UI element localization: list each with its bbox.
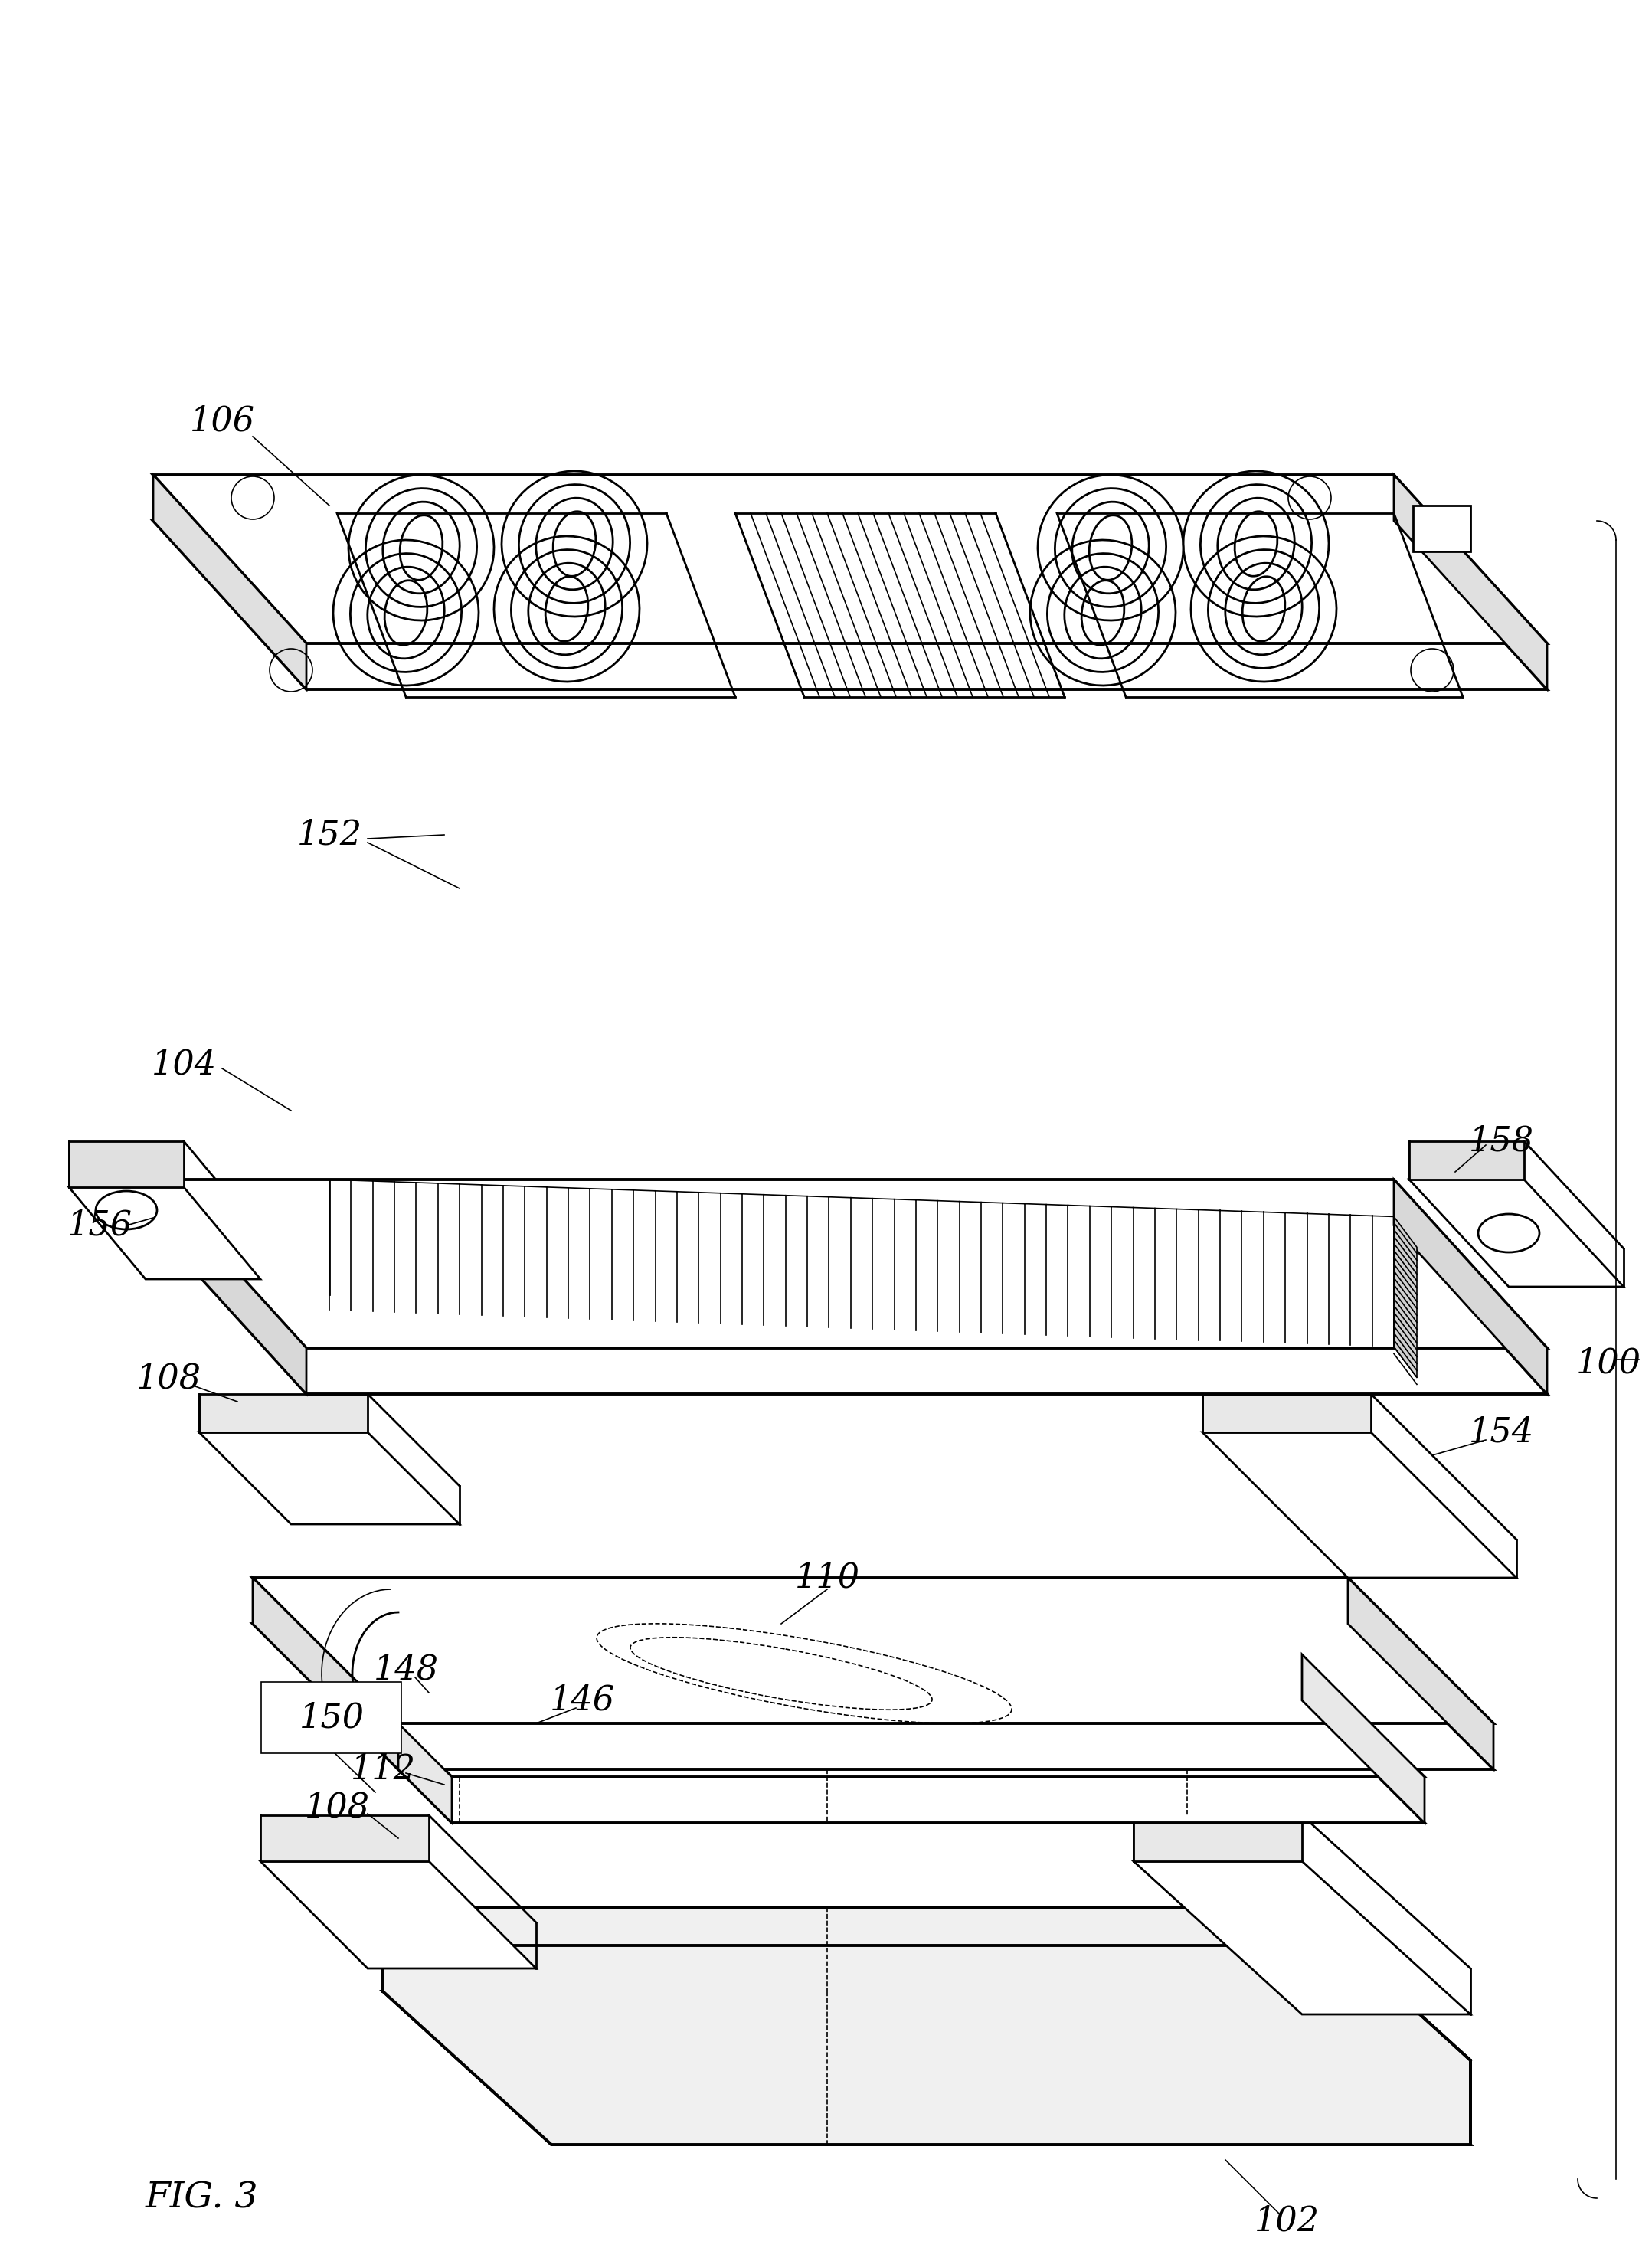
Polygon shape: [154, 1180, 1546, 1349]
Ellipse shape: [1479, 1214, 1540, 1252]
Polygon shape: [261, 1861, 537, 1969]
Text: 104: 104: [152, 1048, 216, 1081]
FancyBboxPatch shape: [261, 1682, 401, 1753]
Text: 100: 100: [1576, 1347, 1640, 1380]
Text: 108: 108: [135, 1362, 202, 1396]
Text: 154: 154: [1469, 1416, 1533, 1448]
Ellipse shape: [96, 1191, 157, 1230]
Polygon shape: [1133, 1861, 1470, 2014]
Text: 156: 156: [68, 1209, 132, 1241]
Polygon shape: [1394, 1180, 1546, 1394]
Polygon shape: [1409, 1142, 1525, 1180]
Text: 150: 150: [299, 1702, 363, 1735]
Polygon shape: [154, 1225, 1546, 1394]
Text: 108: 108: [304, 1792, 370, 1823]
Polygon shape: [329, 1655, 453, 1823]
Text: 148: 148: [373, 1652, 438, 1686]
Polygon shape: [69, 1142, 183, 1187]
Polygon shape: [1133, 1814, 1302, 1861]
Polygon shape: [253, 1578, 1493, 1724]
Polygon shape: [329, 1699, 1424, 1823]
Polygon shape: [1394, 474, 1546, 690]
Text: 146: 146: [550, 1684, 615, 1717]
Text: 112: 112: [350, 1753, 416, 1785]
Polygon shape: [200, 1394, 368, 1432]
Polygon shape: [261, 1814, 430, 1861]
Polygon shape: [1348, 1578, 1493, 1769]
Polygon shape: [69, 1187, 261, 1279]
Polygon shape: [253, 1578, 398, 1769]
Polygon shape: [154, 1180, 306, 1394]
Text: 158: 158: [1469, 1124, 1533, 1158]
Polygon shape: [154, 522, 1546, 690]
Polygon shape: [1409, 1180, 1624, 1286]
Polygon shape: [1203, 1394, 1371, 1432]
Polygon shape: [154, 474, 306, 690]
Polygon shape: [154, 474, 1546, 643]
Polygon shape: [329, 1655, 1424, 1776]
Text: 106: 106: [190, 405, 254, 438]
Polygon shape: [1412, 506, 1470, 551]
Polygon shape: [383, 1906, 1470, 2145]
Text: 102: 102: [1254, 2205, 1320, 2237]
Polygon shape: [1302, 1655, 1424, 1823]
Text: FIG. 3: FIG. 3: [145, 2181, 259, 2217]
Polygon shape: [383, 1992, 1470, 2145]
Polygon shape: [1203, 1432, 1517, 1578]
Polygon shape: [1394, 1216, 1417, 1378]
Polygon shape: [200, 1432, 459, 1524]
Polygon shape: [253, 1623, 1493, 1769]
Text: 152: 152: [297, 818, 362, 852]
Text: 110: 110: [795, 1562, 859, 1594]
